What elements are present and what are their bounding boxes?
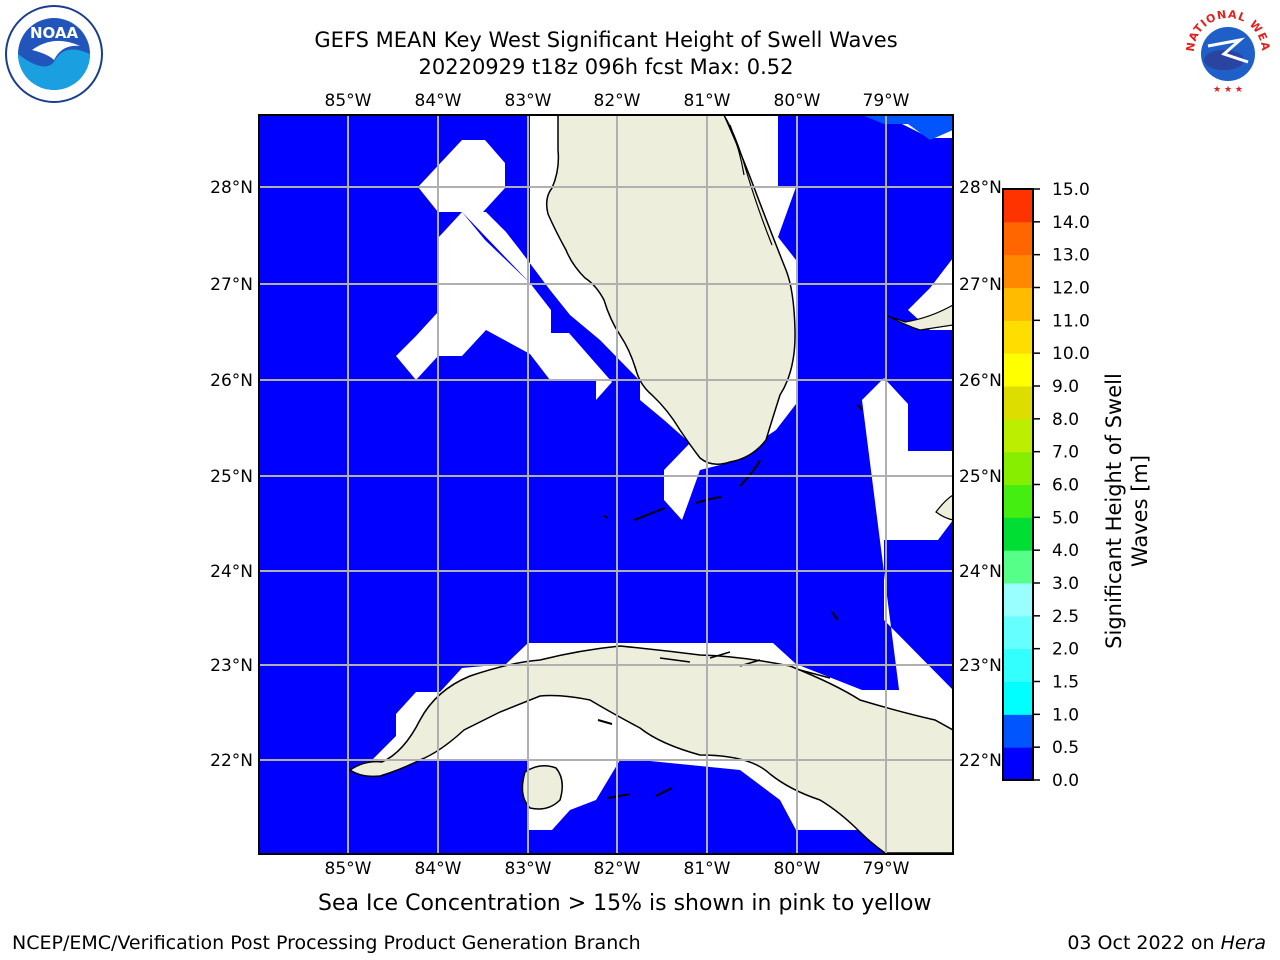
- lon-label-top: 79°W: [863, 91, 910, 111]
- lat-label-left: 28°N: [210, 178, 253, 198]
- colorbar-tick-label: 6.0: [1052, 476, 1079, 496]
- colorbar-tick-label: 0.0: [1052, 771, 1079, 791]
- colorbar-tick-label: 15.0: [1052, 180, 1090, 200]
- colorbar-segment: [1003, 615, 1033, 650]
- colorbar-segment: [1003, 221, 1033, 256]
- colorbar-tick-label: 4.0: [1052, 541, 1079, 561]
- colorbar-segment: [1003, 189, 1033, 223]
- colorbar-tick-label: 3.0: [1052, 574, 1079, 594]
- colorbar-tick-label: 9.0: [1052, 377, 1079, 397]
- colorbar-segment: [1003, 451, 1033, 485]
- colorbar-tick-label: 2.5: [1052, 607, 1079, 627]
- credit-text: NCEP/EMC/Verification Post Processing Pr…: [12, 932, 641, 954]
- cuba-land: [348, 645, 954, 854]
- lat-label-left: 26°N: [210, 371, 253, 391]
- colorbar-label: Significant Height of Swell Waves [m]: [1101, 341, 1153, 681]
- colorbar-segment: [1003, 681, 1033, 715]
- colorbar-tick-label: 2.0: [1052, 640, 1079, 660]
- colorbar-segment: [1003, 517, 1033, 551]
- lat-label-left: 22°N: [210, 751, 253, 771]
- colorbar-segment: [1003, 550, 1033, 584]
- lon-label-top: 80°W: [774, 91, 821, 111]
- colorbar-segment: [1003, 254, 1033, 288]
- colorbar-segment: [1003, 747, 1033, 781]
- colorbar-tick-label: 7.0: [1052, 443, 1079, 463]
- lat-label-right: 27°N: [959, 275, 1002, 295]
- isla-de-la-juventud: [521, 765, 563, 810]
- date-on-text: on: [1190, 932, 1215, 954]
- lat-label-right: 24°N: [959, 562, 1002, 582]
- colorbar-label-line1: Significant Height of Swell: [1102, 373, 1126, 649]
- colorbar-tick-label: 0.5: [1052, 738, 1079, 758]
- date-text: 03 Oct 2022: [1067, 932, 1185, 954]
- lat-label-right: 28°N: [959, 178, 1002, 198]
- plot-frame: [258, 114, 954, 855]
- lon-label-bottom: 83°W: [505, 859, 552, 879]
- noaa-logo-text: NOAA: [30, 24, 79, 42]
- lon-label-bottom: 84°W: [415, 859, 462, 879]
- gridlines: [259, 115, 953, 854]
- colorbar-segment: [1003, 418, 1033, 453]
- colorbar-segment: [1003, 583, 1033, 617]
- lon-label-bottom: 82°W: [594, 859, 641, 879]
- colorbar-tick-label: 10.0: [1052, 344, 1090, 364]
- colorbar-segment: [1003, 714, 1033, 748]
- colorbar-segment: [1003, 320, 1033, 354]
- lat-label-right: 22°N: [959, 751, 1002, 771]
- nws-logo: NATIONAL WEATHER SERVICE ★ ★ ★: [1178, 2, 1275, 99]
- colorbar-tick-label: 14.0: [1052, 213, 1090, 233]
- colorbar-segment: [1003, 353, 1033, 387]
- lon-label-top: 85°W: [325, 91, 372, 111]
- lon-label-top: 81°W: [684, 91, 731, 111]
- lon-label-bottom: 79°W: [863, 859, 910, 879]
- lon-label-bottom: 80°W: [774, 859, 821, 879]
- lat-label-left: 27°N: [210, 275, 253, 295]
- swell-patch-ne: [862, 115, 953, 140]
- lon-label-top: 83°W: [505, 91, 552, 111]
- colorbar-tick-label: 12.0: [1052, 279, 1090, 299]
- colorbar-segment: [1003, 484, 1033, 518]
- lat-label-left: 24°N: [210, 562, 253, 582]
- map-title: GEFS MEAN Key West Significant Height of…: [314, 28, 898, 52]
- lon-label-top: 82°W: [594, 91, 641, 111]
- colorbar: [1003, 189, 1033, 781]
- cuba-south-cays: [597, 719, 673, 799]
- colorbar-label-line2: Waves [m]: [1128, 454, 1152, 568]
- lon-label-top: 84°W: [415, 91, 462, 111]
- lat-label-right: 26°N: [959, 371, 1002, 391]
- florida-keys: [633, 459, 761, 521]
- colorbar-tick-label: 8.0: [1052, 410, 1079, 430]
- svg-text:★ ★ ★: ★ ★ ★: [1213, 85, 1243, 95]
- colorbar-segment: [1003, 287, 1033, 321]
- colorbar-tick-label: 11.0: [1052, 311, 1090, 331]
- sea-ice-note: Sea Ice Concentration > 15% is shown in …: [318, 891, 932, 916]
- lat-label-right: 23°N: [959, 656, 1002, 676]
- cuba-north-cays: [659, 651, 831, 679]
- colorbar-tick-label: 1.5: [1052, 673, 1079, 693]
- colorbar-tick-label: 13.0: [1052, 246, 1090, 266]
- lon-label-bottom: 81°W: [684, 859, 731, 879]
- florida-land: [545, 114, 796, 465]
- date-stamp: 03 Oct 2022 on Hera: [1067, 932, 1266, 954]
- colorbar-segment: [1003, 648, 1033, 682]
- host-name: Hera: [1220, 932, 1266, 954]
- colorbar-tick-label: 5.0: [1052, 508, 1079, 528]
- map-subtitle: 20220929 t18z 096h fcst Max: 0.52: [418, 55, 794, 79]
- lon-label-bottom: 85°W: [325, 859, 372, 879]
- florida-coast-detail: [723, 114, 773, 246]
- colorbar-tick-label: 1.0: [1052, 705, 1079, 725]
- lat-label-left: 23°N: [210, 656, 253, 676]
- colorbar-segment: [1003, 386, 1033, 420]
- lat-label-left: 25°N: [210, 467, 253, 487]
- noaa-logo: NOAA: [5, 5, 103, 103]
- lat-label-right: 25°N: [959, 467, 1002, 487]
